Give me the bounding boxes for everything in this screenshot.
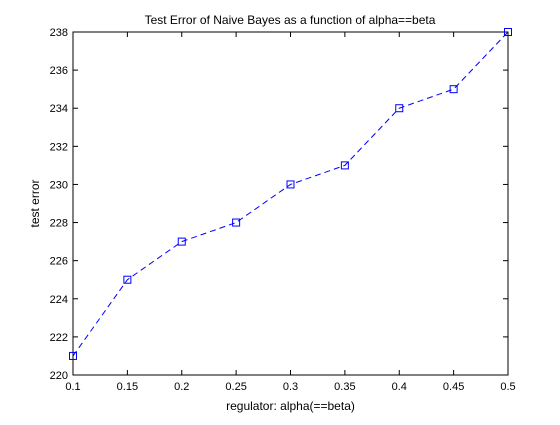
- x-tick-label: 0.45: [443, 381, 464, 393]
- data-point-marker: [286, 180, 295, 189]
- x-tick-label: 0.5: [500, 381, 515, 393]
- data-point-marker: [340, 161, 349, 170]
- y-tick-label: 222: [50, 332, 68, 344]
- x-tick-label: 0.25: [225, 381, 246, 393]
- x-axis-title: regulator: alpha(==beta): [226, 399, 355, 413]
- y-tick-label: 228: [50, 218, 68, 230]
- data-point-marker: [232, 218, 241, 227]
- y-axis-title: test error: [28, 179, 42, 227]
- y-tick-label: 236: [50, 65, 68, 77]
- plot-area: [72, 31, 509, 376]
- data-point-marker: [449, 85, 458, 94]
- data-point-marker: [69, 351, 77, 360]
- x-tick-label: 0.1: [65, 381, 80, 393]
- x-tick-label: 0.15: [117, 381, 138, 393]
- y-tick-label: 230: [50, 179, 68, 191]
- series-line: [72, 31, 509, 357]
- axis-ticks: 0.1 0.15 0.2 0.25 0.3 0.35 0.4 0.45 0.5 220 222 224…: [50, 27, 516, 393]
- data-point-marker: [177, 237, 186, 246]
- x-tick-label: 0.3: [283, 381, 298, 393]
- data-point-marker: [123, 275, 132, 284]
- data-point-marker: [504, 28, 512, 36]
- x-tick-label: 0.35: [334, 381, 355, 393]
- y-tick-label: 226: [50, 256, 68, 268]
- data-point-marker: [395, 104, 404, 113]
- y-tick-label: 234: [50, 103, 68, 115]
- y-tick-label: 238: [50, 27, 68, 39]
- y-tick-label: 224: [50, 294, 68, 306]
- y-tick-label: 232: [50, 141, 68, 153]
- x-tick-label: 0.4: [392, 381, 407, 393]
- series-layer: [69, 28, 512, 360]
- x-tick-label: 0.2: [174, 381, 189, 393]
- y-tick-label: 220: [50, 370, 68, 382]
- chart-title: Test Error of Naive Bayes as a function …: [145, 13, 436, 27]
